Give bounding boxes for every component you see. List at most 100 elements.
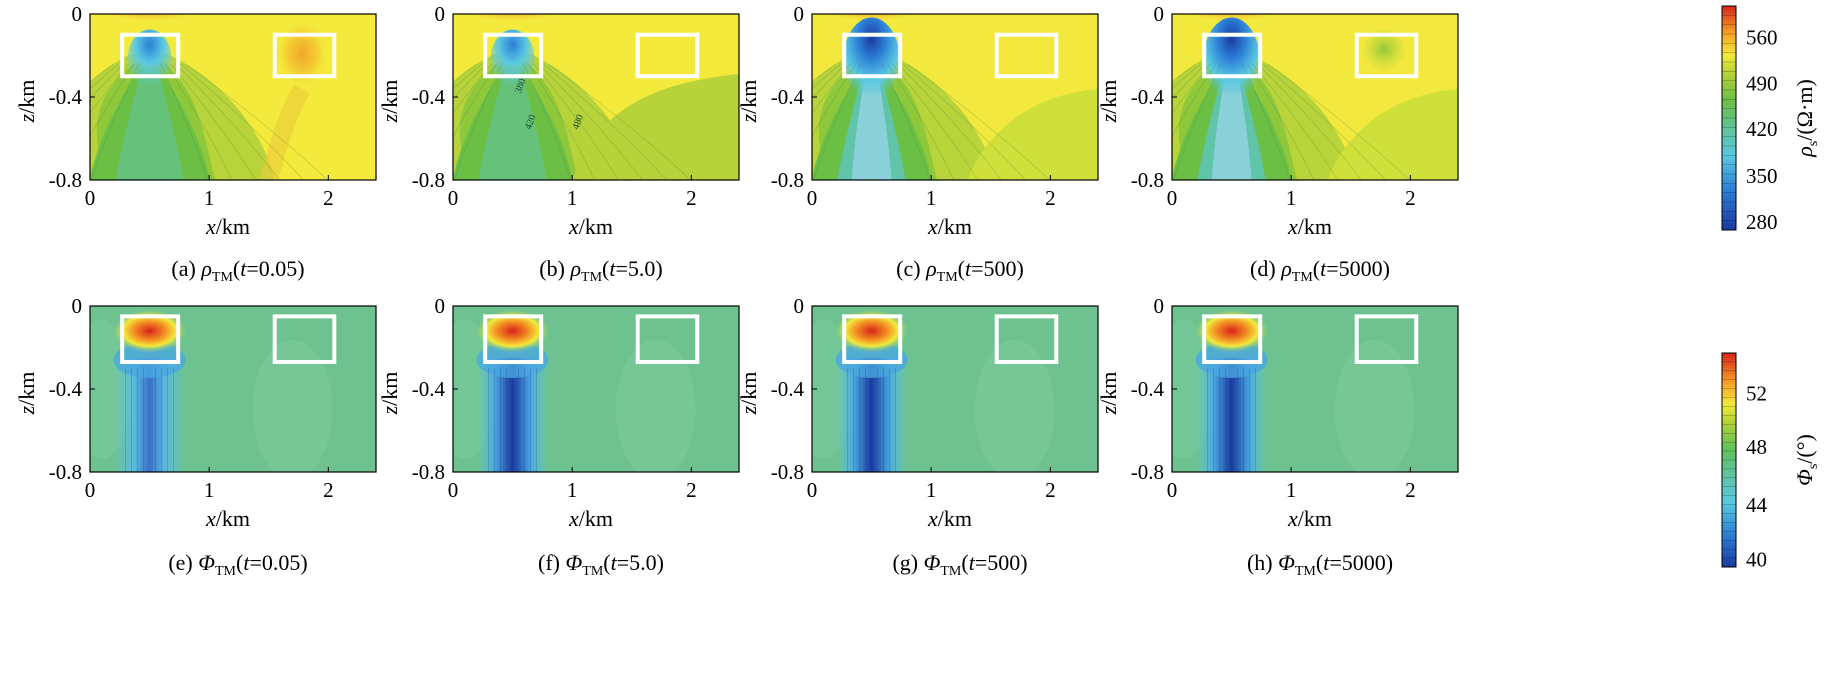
anomaly-box-right (994, 314, 1059, 365)
y-tick-label: -0.8 (412, 460, 445, 484)
y-tick-label: -0.8 (1131, 168, 1164, 192)
y-axis-label: z/km (1096, 372, 1121, 416)
anomaly-box-right (635, 32, 700, 79)
panel-e: 0 1 2 0 -0.4 -0.8 x/km z/km (e) ΦTM(t=0.05) (14, 294, 377, 579)
x-tick-label: 0 (807, 186, 818, 210)
heatmap-h (1172, 306, 1458, 472)
y-tick-label: -0.8 (771, 460, 804, 484)
panel-caption: (c) ρTM(t=500) (896, 256, 1024, 285)
y-axis-label: z/km (14, 372, 39, 416)
x-axis-label: x/km (568, 506, 613, 531)
x-tick-label: 1 (1286, 478, 1297, 502)
x-tick-label: 0 (1167, 186, 1178, 210)
y-axis-label: z/km (377, 80, 402, 124)
x-tick-label: 1 (567, 478, 578, 502)
panel-d: 0 1 2 0 -0.4 -0.8 x/km z/km (d) ρTM(t=5000) (1096, 2, 1459, 285)
colorbar-tick-label: 420 (1746, 117, 1778, 141)
y-axis-label: z/km (736, 80, 761, 124)
y-tick-label: -0.4 (412, 377, 446, 401)
y-tick-label: -0.4 (1131, 85, 1165, 109)
y-tick-label: 0 (435, 2, 446, 26)
contour-label: 420 (523, 113, 538, 131)
y-tick-label: 0 (72, 2, 83, 26)
y-axis-label: z/km (1096, 80, 1121, 124)
colorbar-tick-label: 350 (1746, 164, 1778, 188)
y-tick-label: 0 (794, 294, 805, 318)
x-tick-label: 2 (686, 186, 697, 210)
panel-a: 0 1 2 0 -0.4 -0.8 x/km z/km (a) ρTM(t=0.05) (14, 2, 377, 285)
x-axis-label: x/km (205, 214, 250, 239)
panel-caption: (e) ΦTM(t=0.05) (168, 550, 307, 579)
contour-label: 480 (571, 113, 586, 131)
y-tick-label: -0.4 (771, 377, 805, 401)
colorbar-tick-label: 52 (1746, 382, 1767, 406)
heatmap-c (812, 14, 1098, 180)
anomaly-box-left (842, 314, 903, 365)
colorbar-tick-label: 280 (1746, 210, 1778, 234)
y-tick-label: -0.4 (412, 85, 446, 109)
colorbar-tick-label: 48 (1746, 435, 1767, 459)
anomaly-box-right (272, 314, 337, 365)
anomaly-box-left (120, 314, 181, 365)
x-tick-label: 1 (204, 478, 215, 502)
y-tick-label: -0.8 (1131, 460, 1164, 484)
x-tick-label: 0 (1167, 478, 1178, 502)
y-tick-label: 0 (1154, 2, 1165, 26)
colorbar-tick-label: 490 (1746, 71, 1778, 95)
y-tick-label: -0.4 (1131, 377, 1165, 401)
y-tick-label: 0 (72, 294, 83, 318)
x-tick-label: 1 (926, 478, 937, 502)
colorbar-label: Φs/(°) (1792, 434, 1821, 486)
heatmap-f (453, 306, 739, 472)
x-tick-label: 2 (1045, 478, 1056, 502)
colorbar-tick-label: 44 (1746, 493, 1768, 517)
anomaly-box-left (483, 314, 544, 365)
panels: 0 1 2 0 -0.4 -0.8 x/km z/km (a) ρTM(t=0.05) 380 42… (14, 2, 1459, 579)
x-tick-label: 1 (567, 186, 578, 210)
anomaly-box-left (1202, 314, 1263, 365)
colorbar-rho: 560 490 420 350 280 ρs/(Ω·m) (1721, 5, 1821, 234)
x-axis-label: x/km (1287, 214, 1332, 239)
x-tick-label: 2 (686, 478, 697, 502)
anomaly-box-left (483, 32, 544, 79)
heatmap-b: 380 420 480 (453, 14, 739, 180)
anomaly-box-right (272, 32, 337, 79)
x-tick-label: 2 (1405, 186, 1416, 210)
x-tick-label: 0 (85, 186, 96, 210)
panel-b: 380 420 480 0 1 2 0 -0.4 -0.8 x/km z/km (b) ρTM(t=5… (377, 2, 740, 285)
colorbar-tick-label: 40 (1746, 548, 1767, 572)
heatmap-a (90, 14, 376, 180)
panel-caption: (h) ΦTM(t=5000) (1247, 550, 1393, 579)
anomaly-box-left (120, 32, 181, 79)
heatmap-e (90, 306, 376, 472)
x-tick-label: 1 (1286, 186, 1297, 210)
y-tick-label: -0.8 (771, 168, 804, 192)
x-tick-label: 0 (448, 186, 459, 210)
y-tick-label: -0.8 (412, 168, 445, 192)
y-axis-label: z/km (736, 372, 761, 416)
panel-g: 0 1 2 0 -0.4 -0.8 x/km z/km (g) ΦTM(t=500) (736, 294, 1099, 579)
y-tick-label: 0 (1154, 294, 1165, 318)
colorbar-label: ρs/(Ω·m) (1792, 79, 1821, 158)
anomaly-box-right (1354, 314, 1419, 365)
y-tick-label: 0 (435, 294, 446, 318)
x-axis-label: x/km (205, 506, 250, 531)
x-axis-label: x/km (927, 214, 972, 239)
panel-h: 0 1 2 0 -0.4 -0.8 x/km z/km (h) ΦTM(t=5000) (1096, 294, 1459, 579)
y-axis-label: z/km (14, 80, 39, 124)
x-axis-label: x/km (568, 214, 613, 239)
y-tick-label: -0.8 (49, 168, 82, 192)
panel-caption: (b) ρTM(t=5.0) (539, 256, 662, 285)
panel-caption: (g) ΦTM(t=500) (892, 550, 1027, 579)
colorbar-phi: 52 48 44 40 Φs/(°) (1721, 352, 1821, 572)
heatmap-d (1172, 14, 1458, 180)
y-tick-label: -0.8 (49, 460, 82, 484)
x-tick-label: 2 (1405, 478, 1416, 502)
y-axis-label: z/km (377, 372, 402, 416)
y-tick-label: 0 (794, 2, 805, 26)
panel-caption: (f) ΦTM(t=5.0) (538, 550, 664, 579)
x-tick-label: 2 (1045, 186, 1056, 210)
x-axis-label: x/km (927, 506, 972, 531)
heatmap-g (812, 306, 1098, 472)
anomaly-box-right (994, 32, 1059, 79)
